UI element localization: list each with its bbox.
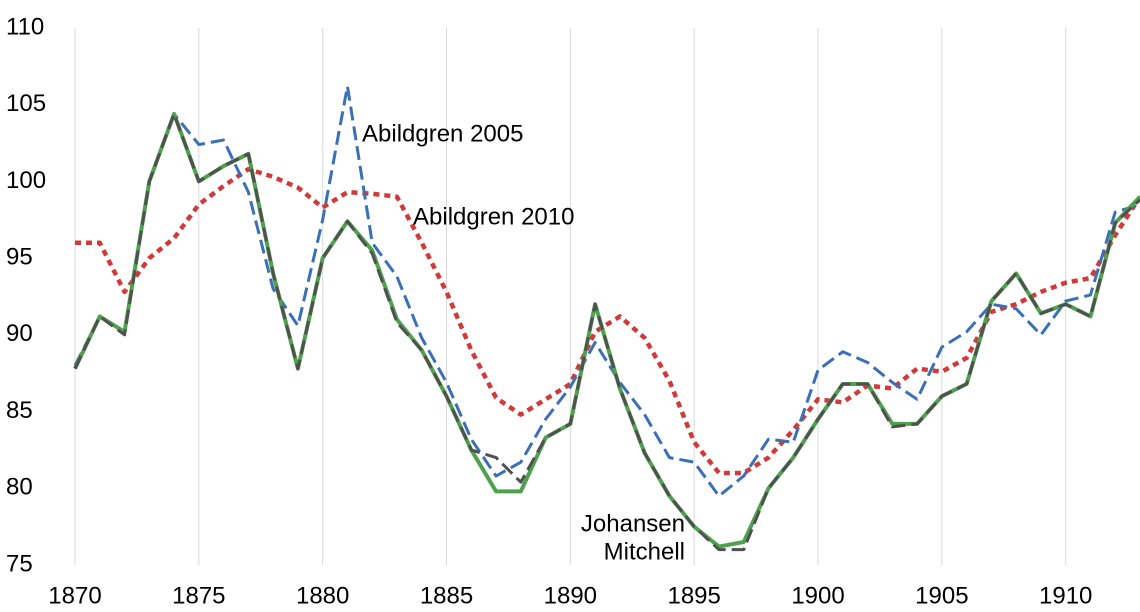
series-line [75,166,1140,476]
series-label: Johansen [581,510,685,537]
series-line [73,84,1140,498]
y-tick-label: 95 [6,243,33,270]
x-tick-label: 1870 [48,582,101,609]
y-tick-label: 85 [6,397,33,424]
x-tick-label: 1905 [915,582,968,609]
x-tick-label: 1880 [296,582,349,609]
series-line [73,112,1140,552]
x-tick-label: 1900 [791,582,844,609]
series-label: Mitchell [604,538,685,565]
x-tick-label: 1875 [172,582,225,609]
x-tick-label: 1910 [1039,582,1092,609]
x-tick-label: 1895 [667,582,720,609]
y-tick-label: 75 [6,550,33,577]
y-tick-label: 110 [6,13,44,40]
y-tick-label: 100 [6,167,46,194]
y-tick-label: 80 [6,474,33,501]
x-tick-label: 1890 [544,582,597,609]
y-tick-label: 105 [6,90,46,117]
series-label: Abildgren 2005 [362,120,523,147]
series-label: Abildgren 2010 [413,203,574,230]
y-tick-label: 90 [6,320,33,347]
x-tick-label: 1885 [420,582,473,609]
